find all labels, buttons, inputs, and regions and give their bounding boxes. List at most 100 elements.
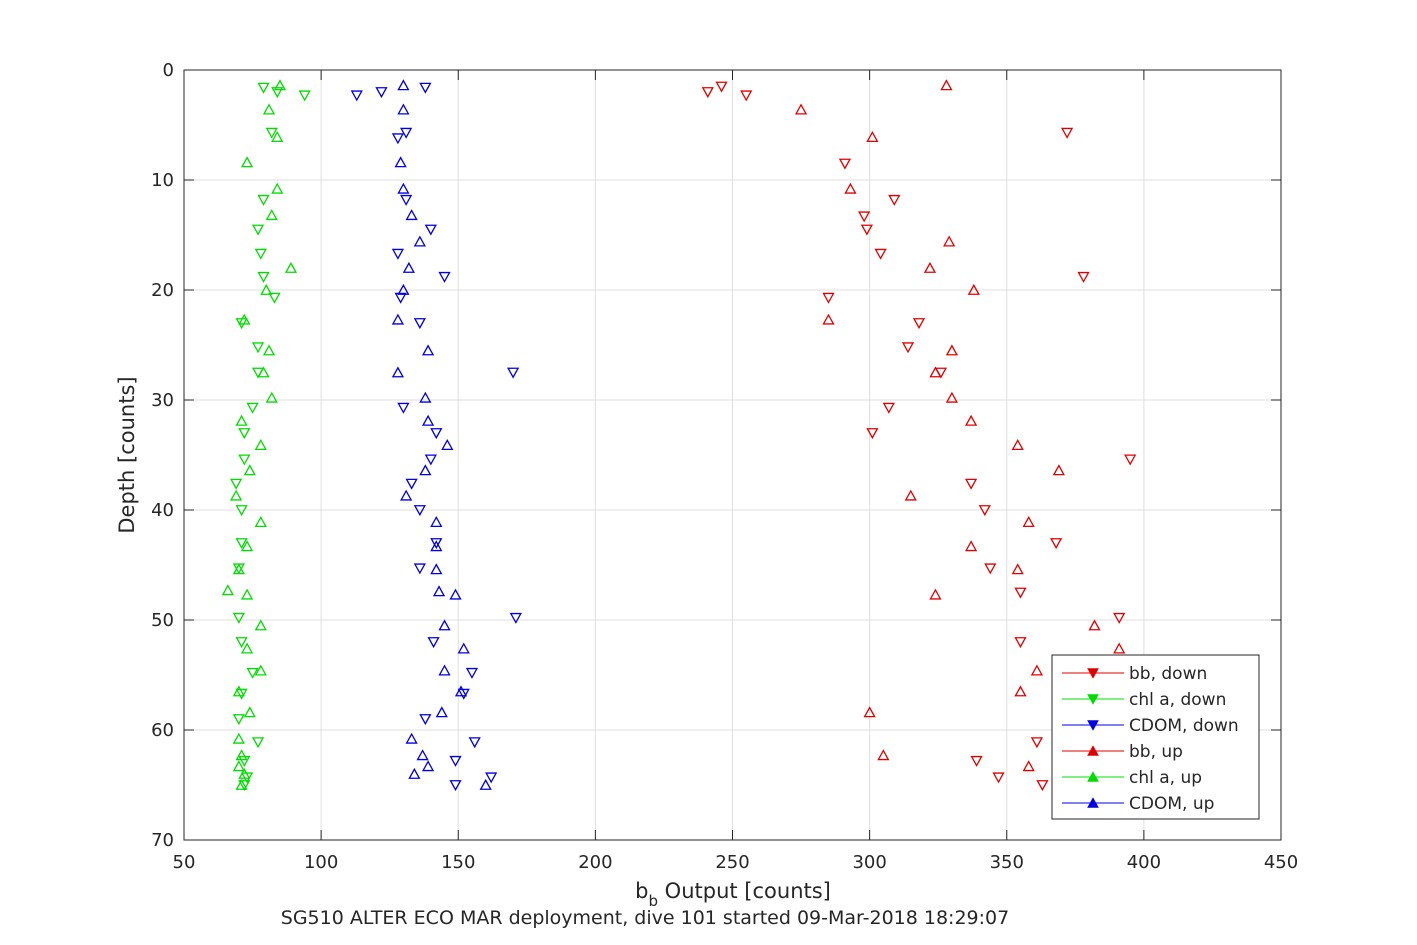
data-point [1022, 760, 1035, 772]
data-point [978, 505, 991, 517]
data-point [232, 760, 245, 772]
data-point [419, 464, 432, 476]
data-point [394, 292, 407, 304]
y-tick-label: 30 [151, 390, 174, 411]
data-point [877, 749, 890, 761]
data-point [844, 182, 857, 194]
data-point [866, 131, 879, 143]
data-point [232, 685, 245, 697]
data-point [232, 732, 245, 744]
data-point [238, 428, 251, 440]
data-point [967, 283, 980, 295]
x-axis-label: bb Output [counts] [635, 879, 831, 910]
data-point [235, 778, 248, 790]
data-point [838, 158, 852, 170]
data-point [271, 182, 284, 194]
data-point [964, 414, 978, 426]
data-point [413, 505, 426, 517]
data-point [421, 414, 435, 426]
data-point [1060, 127, 1074, 139]
data-point [421, 344, 435, 356]
data-point [397, 182, 410, 194]
x-tick-label: 50 [173, 852, 196, 873]
data-point [449, 755, 462, 767]
data-point [405, 478, 418, 490]
data-point [430, 540, 443, 552]
data-point [246, 667, 259, 679]
data-point [964, 540, 978, 552]
data-point [1030, 664, 1044, 676]
data-point [874, 248, 887, 260]
data-point [430, 563, 443, 575]
data-point [1050, 538, 1063, 550]
data-point [230, 478, 243, 490]
legend-label: chl a, up [1129, 768, 1202, 788]
data-point [238, 454, 251, 466]
data-point [1014, 685, 1027, 697]
y-tick-label: 20 [151, 280, 174, 301]
series-0 [701, 81, 1137, 792]
series-5 [391, 79, 492, 790]
data-point [860, 224, 873, 236]
data-point [246, 402, 259, 414]
legend-label: CDOM, up [1129, 794, 1214, 814]
data-point [260, 283, 273, 295]
data-point [413, 235, 426, 247]
data-point [400, 127, 413, 139]
data-point [257, 366, 270, 378]
data-point [405, 732, 418, 744]
data-point [485, 772, 498, 784]
data-point [254, 439, 267, 451]
data-point [479, 778, 492, 790]
data-point [400, 194, 413, 206]
legend-marker [1087, 745, 1099, 756]
data-point [1124, 454, 1137, 466]
data-point [262, 344, 276, 356]
data-point [251, 737, 265, 749]
data-point [822, 313, 835, 325]
data-point [243, 464, 256, 476]
data-point [254, 248, 267, 260]
legend-marker [1087, 771, 1099, 782]
y-tick-label: 60 [151, 720, 174, 741]
data-point [232, 563, 245, 575]
data-point [940, 79, 953, 91]
data-point [468, 737, 481, 749]
data-point [912, 318, 926, 330]
data-point [240, 588, 254, 600]
data-point [232, 612, 245, 624]
data-point [715, 81, 728, 93]
data-point [506, 367, 520, 379]
data-point [943, 235, 956, 247]
series-3 [794, 79, 1126, 772]
data-point [1022, 516, 1035, 527]
x-tick-label: 200 [578, 852, 612, 873]
data-point [929, 588, 942, 600]
y-tick-label: 40 [151, 500, 174, 521]
data-point [271, 131, 284, 143]
data-point [238, 767, 251, 779]
data-point [441, 439, 454, 451]
data-point [413, 318, 426, 330]
data-point [858, 211, 871, 223]
legend-label: CDOM, down [1129, 716, 1239, 736]
data-point [1077, 271, 1090, 283]
data-point [268, 292, 281, 304]
y-tick-label: 10 [151, 170, 174, 191]
data-point [435, 706, 448, 718]
data-point [284, 261, 298, 273]
axis-ticks: 50 100 150 200 250 300 350 400 450 0 10 20 30 40 50 60 7… [151, 60, 1298, 873]
data-point [465, 667, 479, 679]
data-point [391, 133, 405, 145]
x-tick-label: 100 [304, 852, 338, 873]
data-point [235, 505, 248, 517]
data-point [402, 261, 415, 273]
data-point [251, 224, 265, 236]
data-point [240, 156, 254, 168]
data-point [262, 103, 276, 115]
data-point [432, 585, 446, 597]
data-point [394, 156, 407, 168]
legend: bb, down chl a, down CDOM, down bb, up chl a… [1051, 654, 1260, 820]
data-point [424, 454, 437, 466]
